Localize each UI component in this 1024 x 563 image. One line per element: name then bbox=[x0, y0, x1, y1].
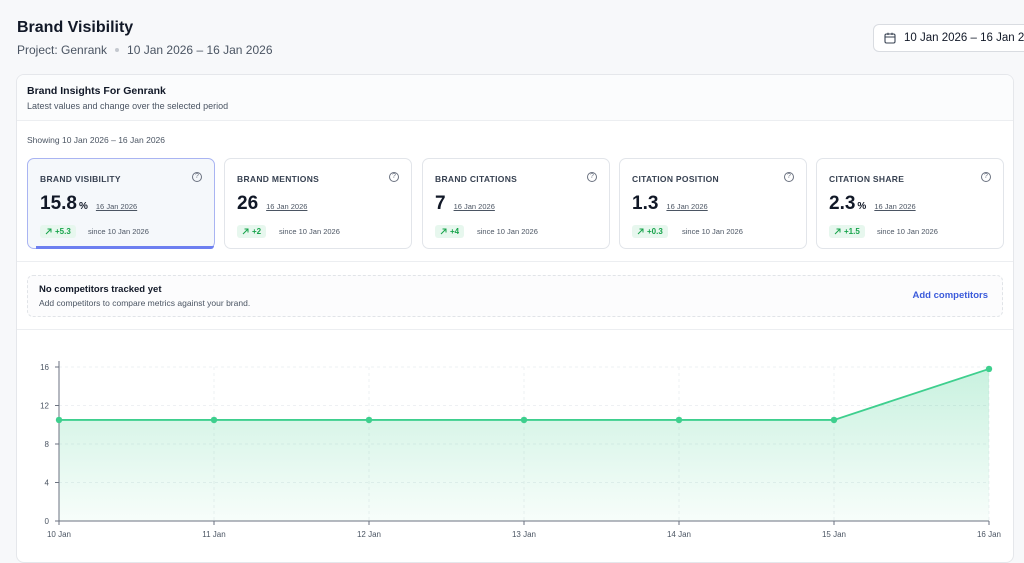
metric-number: 1.3 bbox=[632, 193, 659, 214]
metric-label: BRAND VISIBILITY bbox=[40, 174, 121, 184]
help-icon[interactable]: ? bbox=[192, 172, 202, 182]
project-name: Project: Genrank bbox=[17, 43, 108, 57]
section-divider bbox=[17, 261, 1013, 262]
y-tick-label: 4 bbox=[45, 479, 50, 488]
metric-card-citation-position[interactable]: CITATION POSITION? 1.3 16 Jan 2026 +0.3 sinc… bbox=[619, 158, 807, 249]
date-range: 10 Jan 2026 – 16 Jan 2026 bbox=[127, 43, 273, 57]
y-tick-label: 8 bbox=[45, 440, 50, 449]
delta-value: +0.3 bbox=[647, 227, 663, 236]
metric-card-brand-mentions[interactable]: BRAND MENTIONS? 26 16 Jan 2026 +2 since 10 J… bbox=[224, 158, 412, 249]
arrow-up-right-icon bbox=[440, 228, 447, 235]
calendar-icon bbox=[884, 32, 896, 44]
delta-badge: +0.3 bbox=[632, 225, 668, 238]
metric-number: 2.3 bbox=[829, 193, 856, 214]
card-title: Brand Insights For Genrank bbox=[27, 85, 166, 97]
x-tick-label: 11 Jan bbox=[202, 530, 225, 539]
arrow-up-right-icon bbox=[45, 228, 52, 235]
data-point bbox=[55, 416, 63, 424]
y-tick-label: 0 bbox=[45, 517, 50, 526]
metric-card-citation-share[interactable]: CITATION SHARE? 2.3% 16 Jan 2026 +1.5 since … bbox=[816, 158, 1004, 249]
help-icon[interactable]: ? bbox=[981, 172, 991, 182]
visibility-chart: 0 4 8 12 16 10 Jan 11 Jan 12 Jan 13 Jan 14 Jan 15 … bbox=[40, 361, 1001, 539]
metric-date: 16 Jan 2026 bbox=[95, 202, 138, 211]
arrow-up-right-icon bbox=[834, 228, 841, 235]
competitors-description: Add competitors to compare metrics again… bbox=[39, 298, 251, 308]
arrow-up-right-icon bbox=[242, 228, 249, 235]
metric-label: CITATION SHARE bbox=[829, 174, 905, 184]
data-point bbox=[520, 416, 528, 424]
metric-number: 7 bbox=[435, 193, 446, 214]
metric-date: 16 Jan 2026 bbox=[874, 202, 916, 211]
metric-date: 16 Jan 2026 bbox=[666, 202, 708, 211]
metric-unit: % bbox=[857, 201, 867, 212]
series-line bbox=[59, 368, 990, 421]
metric-value: 15.8% 16 Jan 2026 bbox=[40, 193, 137, 215]
help-icon[interactable]: ? bbox=[587, 172, 597, 182]
y-tick-label: 16 bbox=[40, 363, 49, 372]
data-point bbox=[985, 365, 993, 373]
y-tick-label: 12 bbox=[40, 402, 49, 411]
metric-number: 26 bbox=[237, 193, 259, 214]
x-tick-label: 13 Jan bbox=[512, 530, 536, 539]
showing-range: Showing 10 Jan 2026 – 16 Jan 2026 bbox=[27, 135, 166, 145]
help-icon[interactable]: ? bbox=[784, 172, 794, 182]
add-competitors-button[interactable]: Add competitors bbox=[912, 290, 988, 301]
section-divider bbox=[17, 329, 1013, 330]
metric-number: 15.8 bbox=[40, 193, 77, 214]
metric-card-brand-citations[interactable]: BRAND CITATIONS? 7 16 Jan 2026 +4 since 10 J… bbox=[422, 158, 610, 249]
delta-value: +5.3 bbox=[55, 227, 71, 236]
x-tick-label: 10 Jan bbox=[47, 530, 71, 539]
card-header: Brand Insights For Genrank Latest values… bbox=[17, 75, 1013, 121]
delta-badge: +4 bbox=[435, 225, 465, 238]
delta-value: +2 bbox=[252, 227, 262, 236]
help-icon[interactable]: ? bbox=[389, 172, 399, 182]
data-point bbox=[365, 416, 373, 424]
metric-label: CITATION POSITION bbox=[632, 174, 719, 184]
metric-date: 16 Jan 2026 bbox=[453, 202, 495, 211]
card-description: Latest values and change over the select… bbox=[27, 101, 229, 111]
delta-badge: +1.5 bbox=[829, 225, 865, 238]
metric-unit: % bbox=[78, 201, 88, 212]
data-point bbox=[210, 416, 218, 424]
delta-value: +1.5 bbox=[844, 227, 860, 236]
x-tick-label: 12 Jan bbox=[357, 530, 381, 539]
metric-value: 2.3% 16 Jan 2026 bbox=[829, 193, 916, 215]
separator-dot bbox=[115, 48, 120, 52]
date-picker-label: 10 Jan 2026 – 16 Jan 20 bbox=[904, 32, 1024, 44]
competitors-title: No competitors tracked yet bbox=[39, 284, 162, 295]
metric-since: since 10 Jan 2026 bbox=[682, 227, 743, 236]
page-subtitle: Project: Genrank 10 Jan 2026 – 16 Jan 20… bbox=[17, 43, 273, 57]
date-range-picker[interactable]: 10 Jan 2026 – 16 Jan 20 bbox=[873, 24, 1024, 52]
delta-badge: +2 bbox=[237, 225, 267, 238]
delta-badge: +5.3 bbox=[40, 225, 76, 238]
metric-since: since 10 Jan 2026 bbox=[88, 227, 149, 236]
delta-value: +4 bbox=[450, 227, 460, 236]
metric-card-brand-visibility[interactable]: BRAND VISIBILITY? 15.8% 16 Jan 2026 +5.3 sin… bbox=[27, 158, 215, 249]
arrow-up-right-icon bbox=[637, 228, 644, 235]
metric-since: since 10 Jan 2026 bbox=[279, 227, 340, 236]
metric-label: BRAND MENTIONS bbox=[237, 174, 320, 184]
metric-value: 26 16 Jan 2026 bbox=[237, 193, 307, 215]
x-tick-label: 14 Jan bbox=[667, 530, 691, 539]
data-point bbox=[830, 416, 838, 424]
competitors-empty-state: No competitors tracked yet Add competito… bbox=[27, 275, 1003, 317]
data-point bbox=[675, 416, 683, 424]
series-area bbox=[59, 368, 989, 521]
metric-label: BRAND CITATIONS bbox=[435, 174, 518, 184]
metric-value: 1.3 16 Jan 2026 bbox=[632, 193, 708, 215]
brand-insights-card: Brand Insights For Genrank Latest values… bbox=[16, 74, 1014, 563]
metric-value: 7 16 Jan 2026 bbox=[435, 193, 495, 215]
page-title: Brand Visibility bbox=[17, 19, 134, 36]
metric-since: since 10 Jan 2026 bbox=[477, 227, 538, 236]
metric-date: 16 Jan 2026 bbox=[266, 202, 308, 211]
x-tick-label: 16 Jan bbox=[977, 530, 1001, 539]
metric-since: since 10 Jan 2026 bbox=[877, 227, 938, 236]
x-tick-label: 15 Jan bbox=[822, 530, 846, 539]
